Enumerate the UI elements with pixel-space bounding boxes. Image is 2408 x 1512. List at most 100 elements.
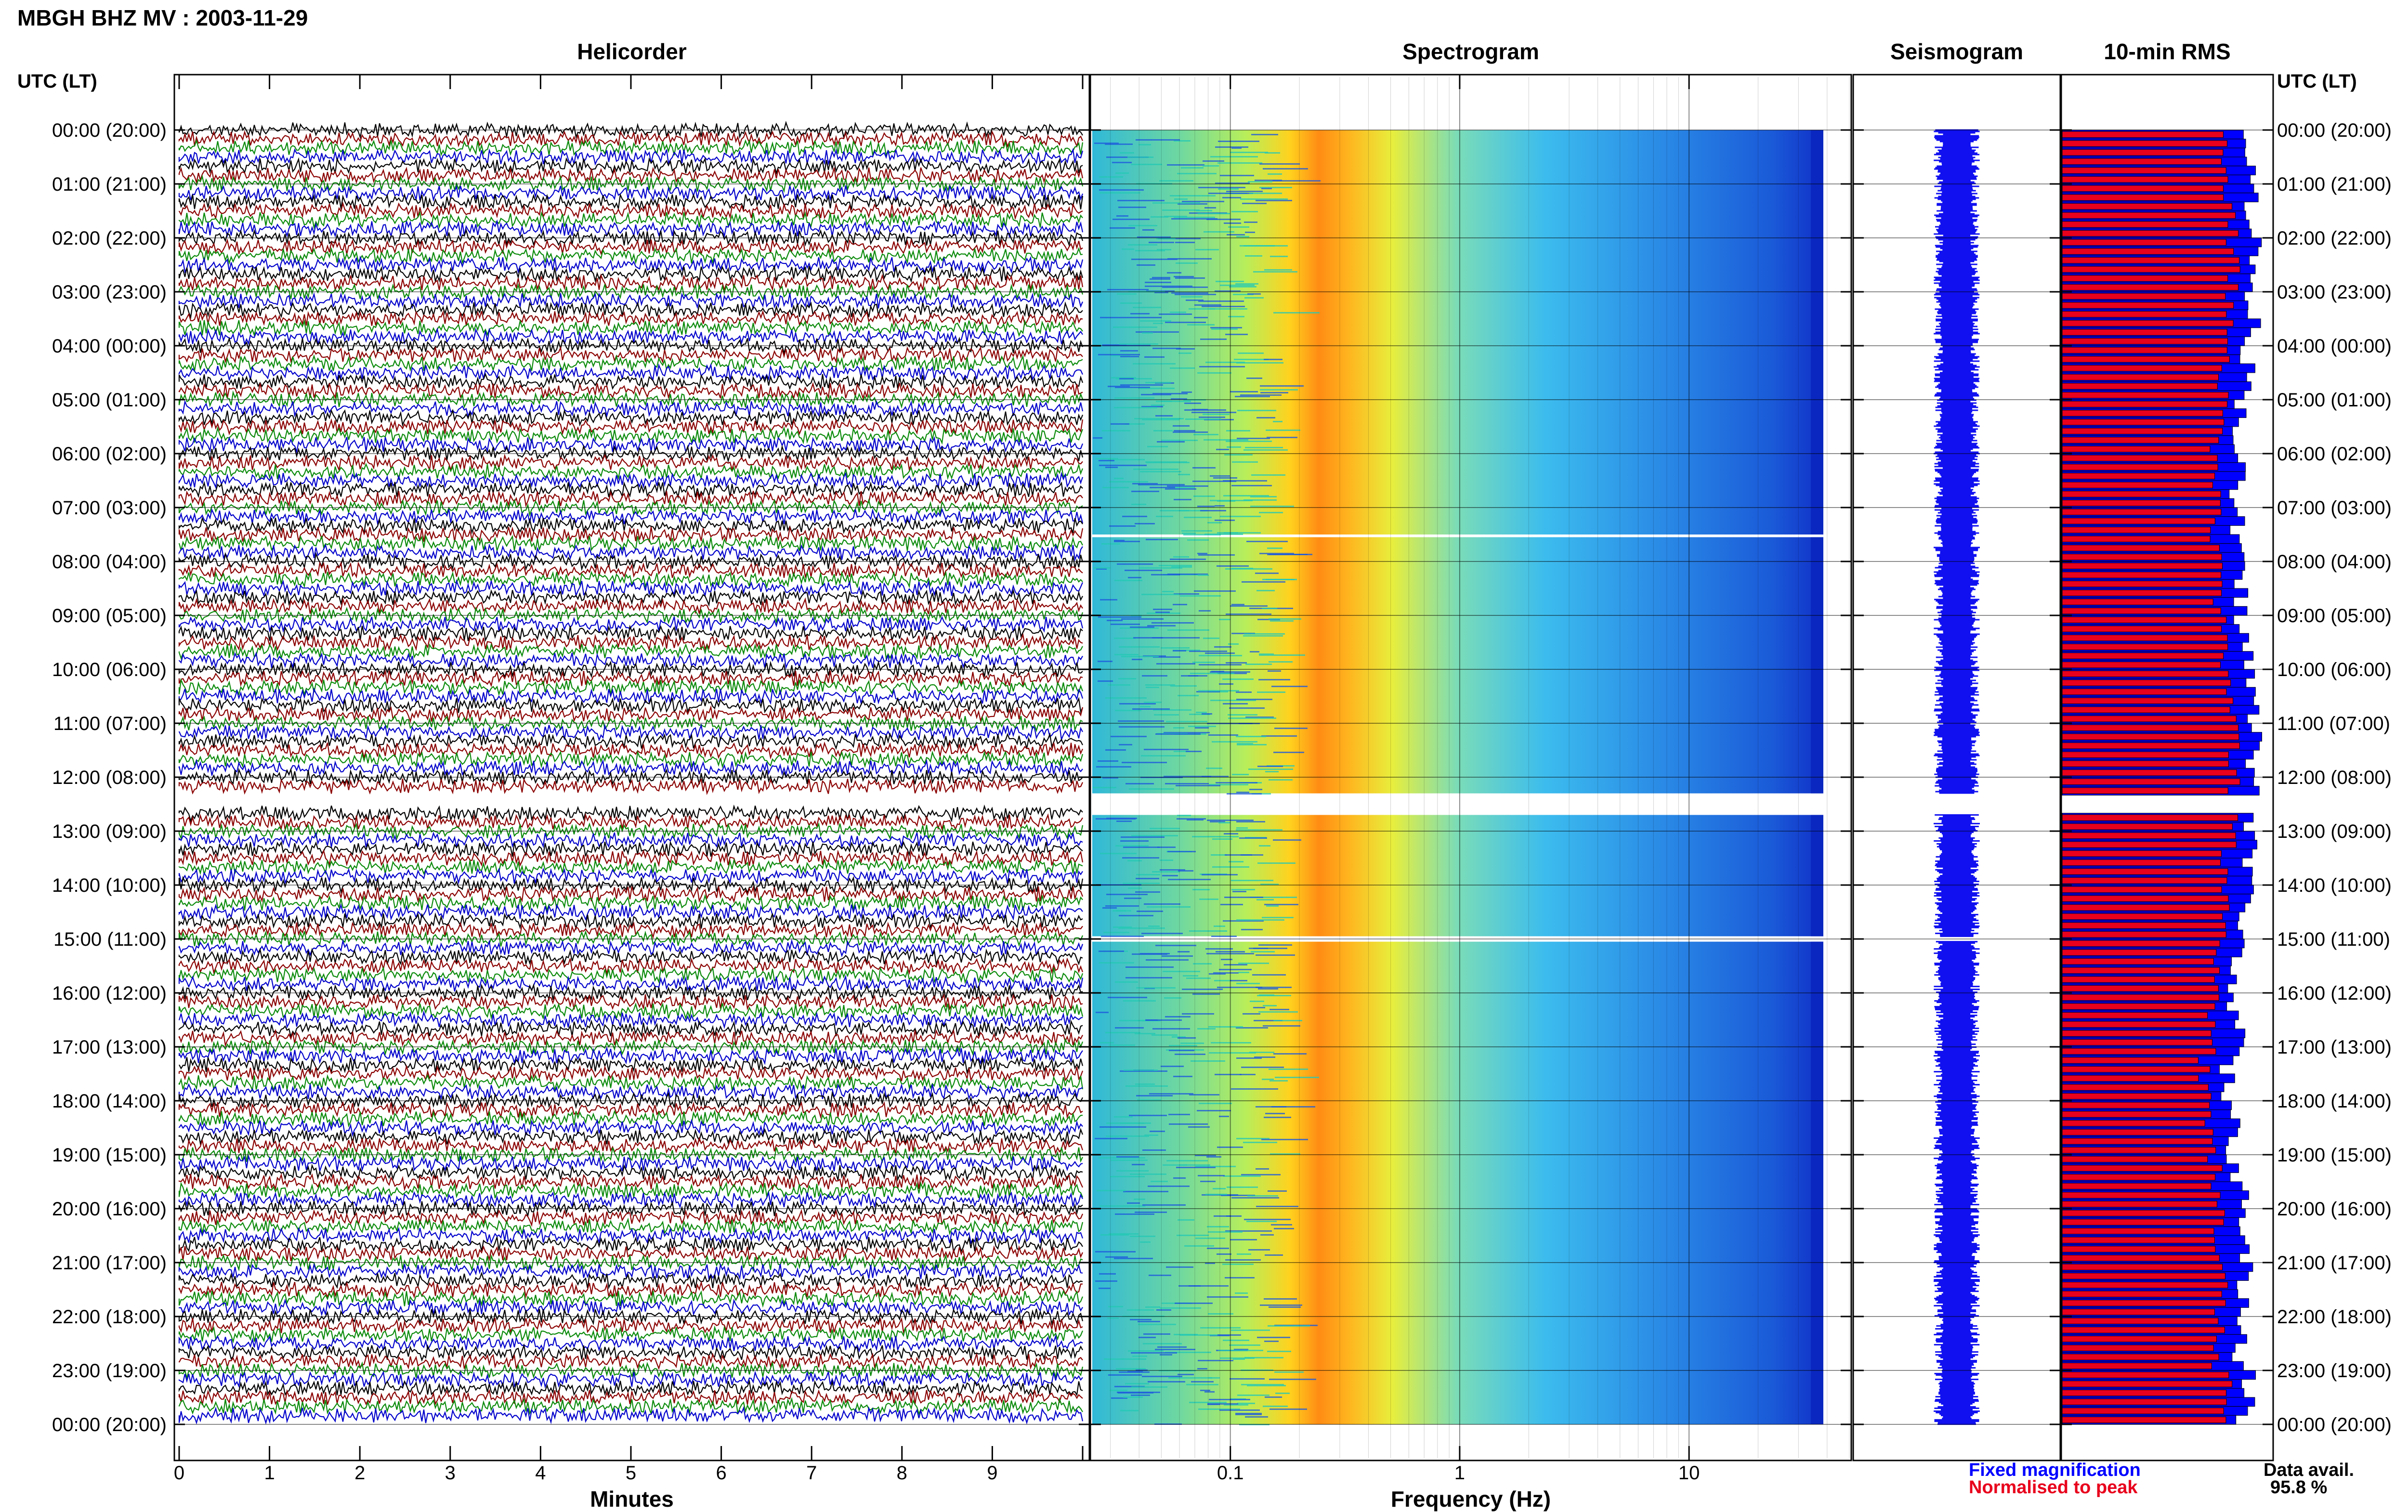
hour-label-right: 07:00 (03:00) [2277,497,2392,519]
spectrogram-streak [1220,175,1254,176]
spectrogram-streak [1125,1383,1149,1384]
rms-bar-normalised [2062,131,2224,138]
spectrogram-streak [1247,1195,1278,1197]
spectrogram-streak [1207,1296,1248,1298]
spectrogram-streak [1130,313,1150,314]
spectrogram-streak [1133,307,1161,308]
spectrogram-streak [1114,540,1125,541]
spectrogram-streak [1156,1309,1171,1311]
rms-bar-normalised [2062,1281,2228,1289]
spectrogram-streak [1263,1005,1277,1006]
spectrogram-streak [1236,699,1272,700]
rms-bar-normalised [2062,275,2228,282]
rms-bar-normalised [2062,976,2215,983]
helicorder-trace [178,1163,1083,1182]
spectrogram-streak [1200,510,1226,511]
spectrogram-streak [1203,638,1219,639]
spectrogram-streak [1205,1263,1215,1264]
spectrogram-streak [1177,173,1217,174]
spectrogram-streak [1249,948,1287,949]
spectrogram-streak [1100,853,1137,854]
hour-label-right: 16:00 (12:00) [2277,983,2392,1004]
spectrogram-streak [1219,1409,1260,1411]
spectrogram-streak [1144,356,1165,358]
helicorder-trace [178,184,1084,202]
rms-bar-normalised [2062,383,2218,390]
rms-bar-normalised [2062,1317,2219,1325]
spectrogram-streak [1118,678,1136,679]
spectrogram-streak [1209,1052,1256,1054]
spectrogram-streak [1219,619,1230,620]
rms-bar-normalised [2062,472,2215,480]
spectrogram-nyquist-band [1811,130,1823,534]
spectrogram-streak [1235,283,1258,285]
spectrogram-streak [1119,378,1134,379]
spectrogram-streak [1170,685,1197,687]
rms-bar-normalised [2062,410,2223,417]
helicorder-trace [178,651,1083,670]
spectrogram-streak [1093,787,1116,788]
spectrogram-streak [1260,1234,1274,1236]
spectrogram-streak [1195,1238,1225,1239]
spectrogram-streak [1114,1258,1153,1259]
spectrogram-streak [1190,673,1234,674]
spectrogram-streak [1216,281,1244,282]
spectrogram-streak [1114,478,1124,479]
spectrogram-streak [1199,417,1225,418]
rms-bar-normalised [2062,859,2221,866]
spectrogram-streak [1142,1149,1166,1151]
spectrogram-streak [1184,403,1201,404]
spectrogram-streak [1257,691,1285,693]
spectrogram-streak [1244,297,1264,299]
rms-bar-normalised [2062,302,2234,309]
spectrogram-streak [1179,510,1189,511]
spectrogram-streak [1160,869,1185,871]
spectrogram-streak [1236,983,1260,984]
spectrogram-streak [1231,568,1253,569]
spectrogram-streak [1218,1350,1263,1351]
spectrogram-streak [1251,951,1275,952]
spectrogram-streak [1174,276,1194,277]
hour-label-left: 19:00 (15:00) [52,1145,167,1166]
helicorder-trace [178,1146,1083,1164]
spectrogram-streak [1197,553,1207,554]
helicorder-trace [178,292,1084,311]
spectrogram-streak [1244,633,1285,635]
spectrogram-streak [1164,216,1187,217]
rms-bar-normalised [2062,868,2228,875]
rms-bar-normalised [2062,1254,2220,1262]
spectrogram-streak [1262,1079,1274,1080]
rms-bar-normalised [2062,1120,2205,1127]
rms-bar-normalised [2062,1264,2223,1271]
rms-bar-normalised [2062,778,2240,785]
spectrogram-streak [1235,1292,1248,1294]
helicorder-trace [178,741,1084,760]
spectrogram-streak [1145,282,1171,283]
spectrogram-streak [1129,1115,1167,1116]
spectrogram-streak [1243,635,1283,637]
helicorder-trace [178,875,1084,895]
spectrogram-streak [1178,1285,1201,1287]
spectrogram-streak [1189,651,1227,652]
spectrogram-streak [1209,784,1248,785]
spectrogram-streak [1246,1221,1277,1222]
rms-bar-normalised [2062,401,2228,408]
spectrogram-streak [1172,1036,1186,1038]
spectrogram-streak [1157,249,1171,250]
spectrogram-streak [1168,879,1211,880]
spectrogram-streak [1202,713,1212,715]
spectrogram-streak [1177,818,1206,820]
spectrogram-streak [1181,296,1203,298]
spectrogram-streak [1261,735,1297,737]
spectrogram-streak [1167,258,1212,260]
rms-bar-normalised [2062,661,2221,668]
seismogram-frame [1852,74,2061,1461]
spectrogram-streak [1156,516,1173,517]
spectrogram-streak [1175,1054,1205,1055]
spectrogram-streak [1113,326,1157,328]
spectrogram-streak [1100,317,1129,318]
helicorder-trace [178,696,1084,715]
spectrogram-streak [1236,362,1283,364]
spectrogram-streak [1114,654,1139,655]
hour-label-right: 23:00 (19:00) [2277,1360,2392,1382]
